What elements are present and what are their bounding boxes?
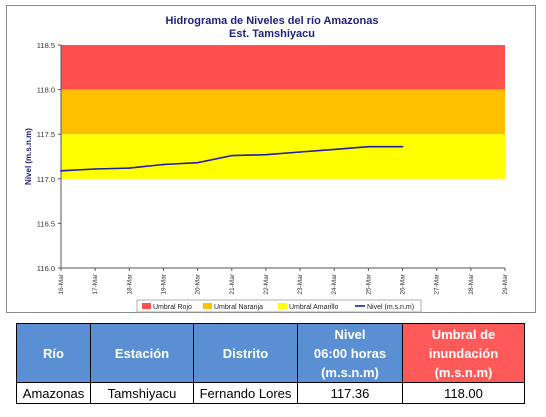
- x-tick-label: 28-Mar: [468, 273, 475, 294]
- cell-umbral-inundacion: 118.00: [402, 382, 525, 404]
- y-tick-label: 116.5: [37, 219, 55, 228]
- data-point: [265, 153, 267, 156]
- table-header-row: Río Estación Distrito Nivel 06:00 horas …: [16, 323, 525, 383]
- cell-nivel: 117.36: [297, 382, 403, 404]
- y-tick-label: 117.5: [37, 130, 55, 139]
- legend-label: Umbral Naranja: [214, 304, 263, 311]
- y-axis-label: Nivel (m.s.n.m): [24, 128, 33, 185]
- legend-label: Umbral Rojo: [153, 304, 192, 311]
- y-tick-label: 118.0: [37, 86, 55, 95]
- y-tick-label: 116.0: [37, 264, 55, 273]
- legend-swatch: [142, 303, 151, 309]
- cell-distrito: Fernando Lores: [193, 382, 298, 404]
- station-level-table: Río Estación Distrito Nivel 06:00 horas …: [16, 323, 525, 404]
- data-point: [367, 145, 370, 148]
- cell-estacion: Tamshiyacu: [90, 382, 194, 404]
- data-point: [128, 167, 131, 169]
- x-tick-label: 24-Mar: [331, 273, 338, 294]
- data-point: [230, 154, 233, 157]
- header-rio: Río: [16, 323, 91, 383]
- x-tick-label: 21-Mar: [229, 273, 236, 294]
- legend-swatch: [203, 303, 212, 309]
- threshold-band: [61, 134, 505, 179]
- cell-rio: Amazonas: [16, 382, 91, 404]
- header-nivel: Nivel 06:00 horas (m.s.n.m): [297, 323, 403, 383]
- x-tick-label: 26-Mar: [400, 273, 407, 294]
- x-tick-label: 25-Mar: [365, 273, 372, 294]
- chart-title: Hidrograma de Niveles del río Amazonas: [166, 15, 379, 27]
- x-tick-label: 23-Mar: [297, 273, 304, 294]
- x-tick-label: 18-Mar: [126, 273, 133, 294]
- legend-swatch: [278, 303, 287, 309]
- header-estacion: Estación: [90, 323, 194, 383]
- x-tick-label: 17-Mar: [92, 273, 99, 294]
- y-tick-label: 118.5: [37, 41, 55, 50]
- x-tick-label: 19-Mar: [160, 273, 167, 294]
- chart-frame: Hidrograma de Niveles del río Amazonas Es…: [6, 5, 536, 313]
- header-distrito: Distrito: [193, 323, 298, 383]
- header-umbral-inundacion: Umbral de inundación (m.s.n.m): [402, 323, 525, 383]
- data-point: [60, 169, 62, 172]
- legend-label: Nivel (m.s.n.m): [367, 304, 414, 311]
- data-point: [196, 161, 199, 164]
- table-row: Amazonas Tamshiyacu Fernando Lores 117.3…: [16, 382, 525, 404]
- legend-label: Umbral Amarillo: [289, 304, 339, 311]
- data-point: [333, 148, 336, 151]
- x-tick-label: 16-Mar: [58, 273, 65, 294]
- chart-subtitle: Est. Tamshiyacu: [229, 28, 315, 40]
- y-tick-label: 117.0: [37, 175, 55, 184]
- hydrograph-chart: Hidrograma de Niveles del río AmazonasEs…: [24, 15, 509, 313]
- x-tick-label: 29-Mar: [502, 273, 509, 294]
- data-point: [401, 145, 404, 148]
- data-point: [162, 163, 165, 166]
- data-point: [94, 168, 96, 170]
- x-tick-label: 20-Mar: [195, 273, 202, 294]
- threshold-band: [61, 89, 505, 135]
- x-tick-label: 22-Mar: [263, 273, 270, 294]
- threshold-band: [61, 45, 505, 90]
- data-point: [299, 151, 301, 153]
- x-tick-label: 27-Mar: [434, 273, 441, 294]
